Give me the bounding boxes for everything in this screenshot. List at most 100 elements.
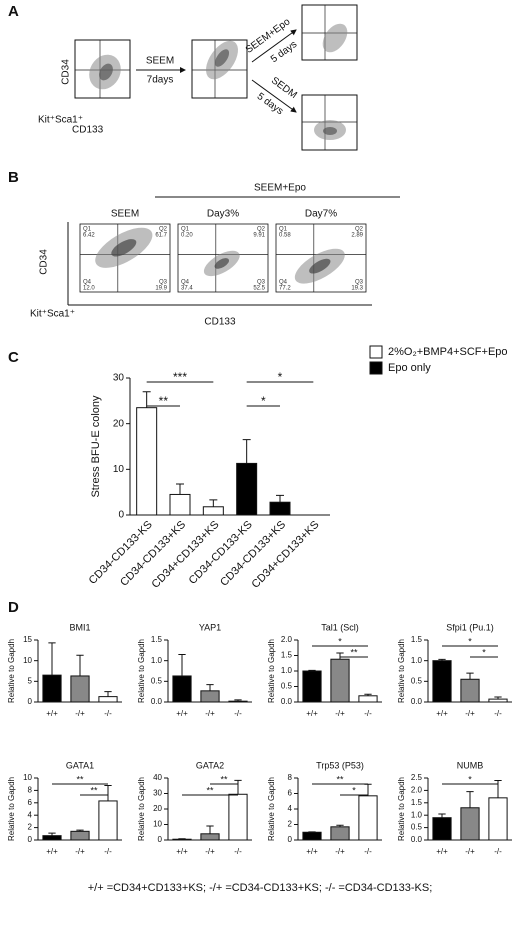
bar <box>330 826 350 841</box>
arrow <box>251 29 297 63</box>
x-tick-label: -/+ <box>75 709 85 718</box>
x-tick-label: +/+ <box>436 847 448 856</box>
y-axis-label: Relative to Gapdh <box>7 639 16 703</box>
x-tick-label: -/- <box>494 847 502 856</box>
axis-label: Kit⁺Sca1⁺ <box>38 115 83 126</box>
y-axis-label: Relative to Gapdh <box>397 777 406 841</box>
significance-label: * <box>338 636 342 646</box>
step-label: 7days <box>147 75 174 86</box>
plot-title: Day3% <box>207 209 239 220</box>
significance-label: * <box>468 636 472 646</box>
y-tick-label: 1.0 <box>151 656 163 665</box>
error-bar <box>104 784 112 801</box>
bar <box>228 793 248 841</box>
cell-cloud <box>111 239 137 257</box>
y-tick-label: 30 <box>153 789 162 798</box>
quadrant-name: Q2 <box>257 227 266 233</box>
panel-label: C <box>8 349 19 366</box>
significance-label: ** <box>159 394 169 408</box>
significance-label: ** <box>76 774 84 784</box>
panel-label: B <box>8 169 19 186</box>
error-bar <box>242 439 251 464</box>
chart-title: Trp53 (P53) <box>316 760 364 770</box>
chart-title: NUMB <box>457 760 484 770</box>
quadrant-name: Q3 <box>159 280 168 286</box>
legend-swatch <box>369 345 383 359</box>
y-tick-label: 10 <box>113 464 125 475</box>
chart-title: GATA1 <box>66 760 94 770</box>
y-tick-label: 1.0 <box>281 666 293 675</box>
footnote: +/+ =CD34+CD133+KS; -/+ =CD34-CD133+KS; … <box>88 882 433 894</box>
significance-label: *** <box>173 370 187 384</box>
quadrant-name: Q3 <box>355 280 364 286</box>
y-tick-label: 20 <box>153 804 162 813</box>
legend-label: 2%O₂+BMP4+SCF+Epo <box>388 346 508 358</box>
chart-title: Sfpi1 (Pu.1) <box>446 622 494 632</box>
flow-frame <box>275 223 367 293</box>
bar <box>42 835 62 841</box>
y-tick-label: 10 <box>23 656 32 665</box>
y-axis-label: Relative to Gapdh <box>7 777 16 841</box>
y-tick-label: 0.5 <box>281 682 293 691</box>
y-tick-label: 40 <box>153 773 162 782</box>
significance-label: ** <box>90 785 98 795</box>
quadrant-value: 61.7 <box>155 233 167 239</box>
significance-label: * <box>261 394 266 408</box>
significance-label: * <box>278 370 283 384</box>
y-tick-label: 1.0 <box>411 656 423 665</box>
quadrant-name: Q1 <box>181 227 190 233</box>
quadrant-name: Q3 <box>257 280 266 286</box>
step-label: SEEM <box>146 56 174 67</box>
y-tick-label: 0 <box>118 510 124 521</box>
x-tick-label: -/- <box>234 709 242 718</box>
quadrant-name: Q4 <box>279 280 288 286</box>
y-tick-label: 6 <box>28 798 33 807</box>
y-axis-label: Relative to Gapdh <box>267 639 276 703</box>
legend-label: Epo only <box>388 362 431 374</box>
x-tick-label: -/- <box>104 847 112 856</box>
y-tick-label: 5 <box>28 676 33 685</box>
x-tick-label: +/+ <box>436 709 448 718</box>
error-bar <box>209 499 218 507</box>
bar <box>98 800 118 841</box>
error-bar <box>76 654 84 676</box>
flow-plot <box>191 39 248 99</box>
error-bar <box>234 779 242 795</box>
error-bar <box>494 696 502 700</box>
flow-plot <box>301 4 358 61</box>
bar <box>269 501 291 516</box>
bar <box>236 462 258 516</box>
bar <box>98 696 118 703</box>
chart-title: YAP1 <box>199 622 221 632</box>
significance-label: ** <box>350 647 358 657</box>
y-axis-label: Relative to Gapdh <box>397 639 406 703</box>
error-bar <box>336 652 344 660</box>
significance-label: ** <box>336 774 344 784</box>
y-tick-label: 2.5 <box>411 773 423 782</box>
plot-title: Day7% <box>305 209 337 220</box>
error-bar <box>364 783 372 796</box>
y-tick-label: 0.5 <box>151 676 163 685</box>
y-tick-label: 0.0 <box>151 697 163 706</box>
quadrant-name: Q1 <box>279 227 288 233</box>
flow-frame <box>177 223 269 293</box>
y-tick-label: 2.0 <box>281 635 293 644</box>
y-tick-label: 1.5 <box>151 635 163 644</box>
bar <box>460 678 480 703</box>
chart-title: BMI1 <box>69 622 90 632</box>
x-tick-label: +/+ <box>176 847 188 856</box>
quadrant-name: Q2 <box>159 227 168 233</box>
x-tick-label: -/+ <box>205 847 215 856</box>
axis-label: Kit⁺Sca1⁺ <box>30 309 75 320</box>
error-bar <box>308 669 316 671</box>
error-bar <box>234 699 242 702</box>
legend-swatch <box>369 361 383 375</box>
plot-title: SEEM <box>111 209 139 220</box>
y-tick-label: 8 <box>28 786 33 795</box>
bar <box>169 493 191 516</box>
x-tick-label: -/+ <box>465 847 475 856</box>
y-tick-label: 15 <box>23 635 32 644</box>
error-bar <box>206 825 214 834</box>
bar <box>358 695 378 703</box>
error-bar <box>206 684 214 691</box>
